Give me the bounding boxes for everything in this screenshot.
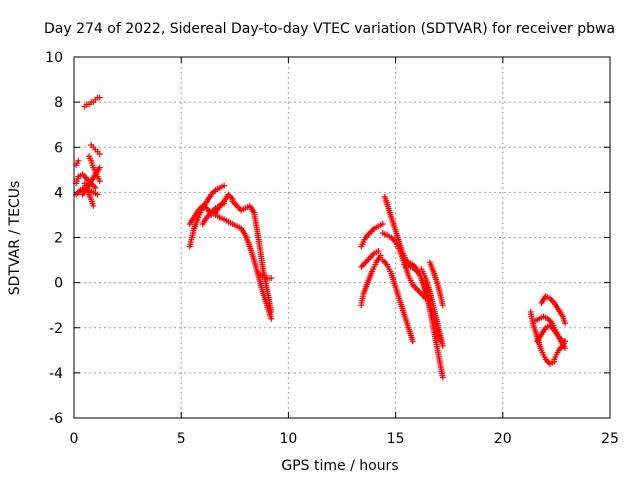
series-arc-11 xyxy=(212,211,275,322)
series-arc-28 xyxy=(551,338,568,363)
y-tick-label: 6 xyxy=(54,140,63,156)
x-tick-label: 20 xyxy=(494,431,512,447)
y-axis-label: SDTVAR / TECUs xyxy=(7,181,23,296)
data-point xyxy=(375,248,382,255)
series-arc-16 xyxy=(358,248,382,270)
data-points xyxy=(73,94,568,381)
series-arc-21 xyxy=(401,259,446,381)
data-point xyxy=(561,320,568,327)
series-arc-15 xyxy=(358,252,384,309)
data-point xyxy=(561,338,568,345)
series-arc-14 xyxy=(255,270,275,282)
x-axis-label: GPS time / hours xyxy=(281,458,398,474)
data-point xyxy=(377,252,384,259)
data-point xyxy=(96,178,103,185)
data-point xyxy=(379,220,386,227)
tick-labels: 0 5 10 15 20 25 -6 -4 -2 0 2 4 6 8 10 xyxy=(45,50,619,447)
series-arc-27 xyxy=(538,293,568,327)
grid-lines xyxy=(74,57,610,418)
data-point xyxy=(221,182,228,189)
data-point xyxy=(268,275,275,282)
series-arc-07 xyxy=(88,141,103,158)
plot-frame xyxy=(73,56,611,419)
x-tick-label: 15 xyxy=(387,431,405,447)
data-point xyxy=(75,157,82,164)
data-point xyxy=(96,94,103,101)
x-tick-label: 5 xyxy=(177,431,186,447)
series-arc-13 xyxy=(199,200,228,227)
series-arc-08 xyxy=(81,94,103,110)
x-tick-label: 0 xyxy=(70,431,79,447)
data-point xyxy=(268,308,275,315)
data-point xyxy=(439,374,446,381)
data-point xyxy=(439,302,446,309)
y-tick-label: 2 xyxy=(54,231,63,247)
series-arc-17 xyxy=(358,220,386,250)
data-point xyxy=(92,184,99,191)
data-point xyxy=(94,191,101,198)
data-point xyxy=(268,315,275,322)
y-tick-label: 10 xyxy=(45,50,63,66)
series-arc-22 xyxy=(418,266,446,349)
series-arc-12 xyxy=(229,198,275,315)
x-tick-label: 10 xyxy=(279,431,297,447)
y-tick-label: 4 xyxy=(54,185,63,201)
x-tick-label: 25 xyxy=(601,431,619,447)
y-tick-label: -4 xyxy=(49,366,63,382)
series-arc-23 xyxy=(426,259,446,309)
y-tick-label: -2 xyxy=(49,321,63,337)
data-point xyxy=(439,342,446,349)
y-tick-label: 8 xyxy=(54,95,63,111)
data-point xyxy=(221,200,228,207)
data-point xyxy=(96,151,103,158)
series-arc-05 xyxy=(81,180,97,209)
chart-title: Day 274 of 2022, Sidereal Day-to-day VTE… xyxy=(44,21,615,37)
data-point xyxy=(96,164,103,171)
data-point xyxy=(90,202,97,209)
data-point xyxy=(409,338,416,345)
y-tick-label: -6 xyxy=(49,411,63,427)
series-arc-04 xyxy=(86,153,103,185)
y-tick-label: 0 xyxy=(54,276,63,292)
series-arc-18 xyxy=(379,257,416,345)
